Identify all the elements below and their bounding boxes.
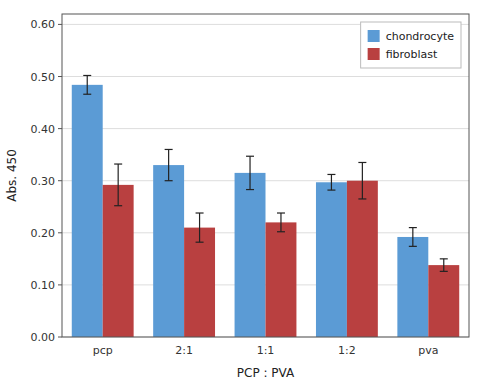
error-bar — [165, 149, 173, 180]
y-tick-label: 0.20 — [31, 227, 56, 240]
error-bar — [196, 213, 204, 242]
y-tick — [58, 232, 62, 233]
y-tick-label: 0.00 — [31, 331, 56, 344]
bar — [397, 237, 428, 337]
y-tick-label: 0.50 — [31, 71, 56, 84]
error-bar — [114, 164, 122, 206]
plot-frame — [62, 14, 469, 337]
legend: chondrocyte fibroblast — [361, 22, 461, 68]
bar — [72, 85, 103, 337]
bars — [72, 75, 459, 337]
y-tick — [58, 180, 62, 181]
error-bar — [277, 213, 285, 232]
legend-box — [361, 22, 461, 68]
x-tick-label: 1:1 — [257, 344, 275, 357]
plot-area — [62, 14, 469, 337]
y-tick-label: 0.40 — [31, 123, 56, 136]
x-tick-label: pva — [418, 344, 438, 357]
bar — [153, 165, 184, 337]
y-tick-label: 0.60 — [31, 18, 56, 31]
x-tick-label: pcp — [93, 344, 113, 357]
chart: 0.00 0.10 0.20 0.30 0.40 0.50 0.60 pcp 2:1 1:1 1:2… — [0, 0, 483, 389]
bar — [103, 185, 134, 337]
error-bar — [409, 228, 417, 247]
y-tick — [58, 284, 62, 285]
bar — [184, 228, 215, 337]
error-bar — [327, 174, 335, 190]
y-tick-label: 0.30 — [31, 175, 56, 188]
x-tick-label: 1:2 — [338, 344, 356, 357]
legend-swatch — [368, 48, 380, 60]
bar — [428, 265, 459, 337]
grid-line — [62, 76, 469, 77]
y-tick — [58, 128, 62, 129]
error-bar — [83, 75, 91, 94]
y-tick-label: 0.10 — [31, 279, 56, 292]
bar — [266, 222, 297, 337]
bar — [316, 182, 347, 337]
x-axis: pcp 2:1 1:1 1:2 pva — [93, 344, 439, 357]
bar — [235, 173, 266, 337]
y-tick — [58, 337, 62, 338]
y-tick — [58, 76, 62, 77]
error-bar — [246, 156, 254, 189]
grid — [62, 24, 469, 337]
x-tick-label: 2:1 — [175, 344, 193, 357]
y-tick — [58, 24, 62, 25]
error-bar — [358, 162, 366, 198]
error-bar — [440, 259, 448, 272]
legend-label: fibroblast — [386, 48, 438, 61]
y-axis: 0.00 0.10 0.20 0.30 0.40 0.50 0.60 — [31, 18, 63, 344]
grid-line — [62, 128, 469, 129]
legend-label: chondrocyte — [386, 30, 455, 43]
y-axis-label: Abs. 450 — [5, 149, 19, 202]
bar — [347, 181, 378, 337]
legend-swatch — [368, 30, 380, 42]
x-axis-label: PCP : PVA — [237, 366, 295, 380]
